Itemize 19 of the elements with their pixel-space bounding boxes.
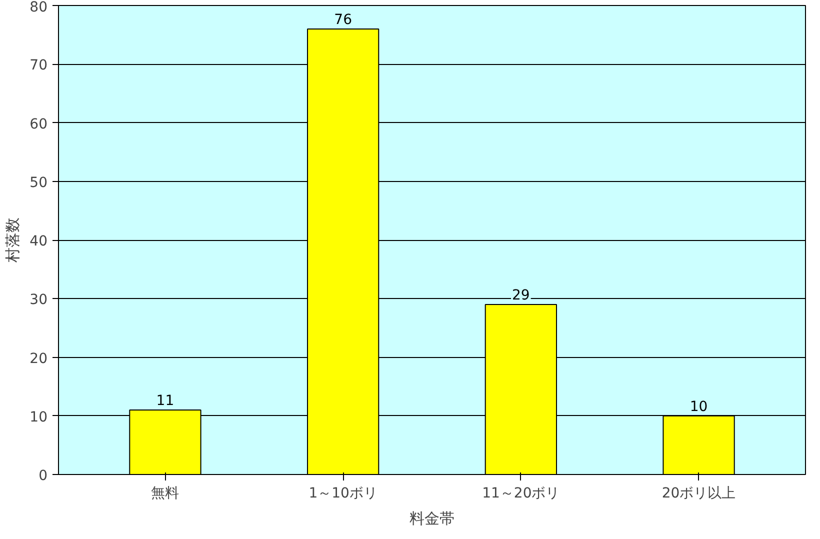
y-tick-label: 0 (38, 468, 48, 484)
y-tick-label: 40 (30, 234, 48, 250)
y-tick-label: 20 (30, 350, 48, 367)
x-tick-label: 1～10ボリ (308, 486, 378, 502)
y-tick-label: 50 (30, 174, 48, 191)
x-tick-label: 11～20ボリ (482, 486, 560, 502)
data-label: 29 (512, 287, 530, 304)
y-tick-label: 80 (30, 0, 48, 16)
y-tick-label: 70 (30, 58, 48, 74)
x-tick-label: 20ボリ以上 (662, 486, 736, 502)
y-tick-label: 10 (30, 409, 48, 426)
x-axis-title: 料金帯 (410, 510, 454, 528)
data-label: 10 (690, 398, 708, 415)
data-label: 76 (334, 12, 352, 28)
y-tick-label: 30 (30, 292, 48, 308)
x-tick-label: 無料 (151, 486, 180, 502)
y-tick-label: 60 (30, 116, 48, 132)
data-label: 11 (156, 393, 174, 410)
y-axis-title: 村落数 (4, 218, 22, 264)
